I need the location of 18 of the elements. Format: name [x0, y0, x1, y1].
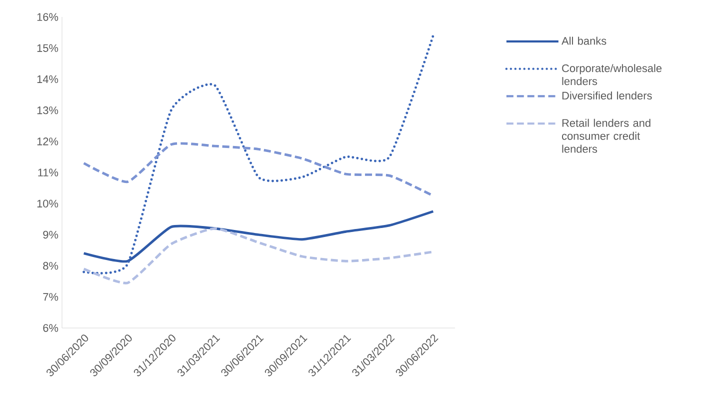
y-tick-label: 15%: [37, 44, 58, 52]
legend-label: Retail lenders and consumer credit lenders: [562, 118, 650, 153]
y-tick-label: 10%: [37, 200, 58, 208]
y-tick-label: 16%: [37, 13, 58, 21]
y-tick-label: 14%: [37, 75, 58, 84]
y-tick-label: 9%: [43, 230, 58, 239]
y-tick-label: 11%: [38, 168, 58, 176]
y-tick-label: 8%: [43, 262, 58, 270]
y-tick-label: 13%: [37, 106, 58, 114]
y-tick-label: 12%: [37, 138, 58, 146]
line-series: [82, 34, 434, 274]
legend-label: Diversified lenders: [562, 91, 652, 100]
legend-label: All banks: [562, 36, 606, 45]
line-series: [82, 210, 434, 263]
line-series: [82, 227, 434, 284]
legend-label: Corporate/wholesale lenders: [562, 64, 662, 86]
y-tick-label: 7%: [43, 293, 58, 301]
y-tick-label: 6%: [43, 324, 58, 332]
